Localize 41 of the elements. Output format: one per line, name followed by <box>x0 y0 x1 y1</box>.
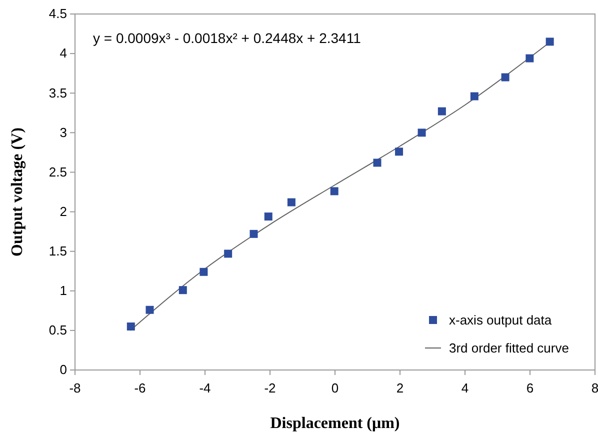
x-tick-label: -2 <box>264 380 276 396</box>
point <box>470 92 478 100</box>
point <box>438 107 446 116</box>
point <box>395 148 404 156</box>
y-tick-label: 0 <box>60 362 67 378</box>
y-tick-label: 4.5 <box>48 6 67 22</box>
point <box>200 268 208 276</box>
point <box>330 187 338 196</box>
point <box>264 212 272 221</box>
x-tick-label: 0 <box>331 380 339 396</box>
x-tick-label: 6 <box>526 380 534 396</box>
point <box>287 198 296 206</box>
x-tick-label: 2 <box>396 380 404 396</box>
point <box>526 54 534 62</box>
legend-label: 3rd order fitted curve <box>449 340 569 356</box>
point <box>224 250 232 258</box>
point <box>178 286 187 294</box>
y-tick-label: 0.5 <box>48 322 67 338</box>
x-tick-label: -6 <box>134 380 146 396</box>
point <box>250 230 258 238</box>
point <box>373 158 382 167</box>
y-tick-label: 2 <box>60 204 67 219</box>
x-tick-label: 8 <box>591 380 598 396</box>
x-tick-label: -4 <box>199 380 211 396</box>
y-tick-label: 1 <box>60 283 67 298</box>
x-tick-label: -8 <box>69 380 81 396</box>
point <box>126 322 135 330</box>
point <box>501 73 510 82</box>
legend-label: x-axis output data <box>449 312 552 328</box>
point <box>546 38 554 46</box>
x-tick-label: 4 <box>461 380 469 396</box>
y-axis-title: Output voltage (V) <box>9 128 26 256</box>
y-tick-label: 2.5 <box>48 164 67 180</box>
y-tick-label: 4 <box>60 46 67 61</box>
y-tick-label: 1.5 <box>48 243 67 258</box>
y-tick-label: 3 <box>60 124 67 140</box>
y-tick-label: 3.5 <box>48 85 67 100</box>
point <box>418 128 426 137</box>
point <box>146 306 154 314</box>
annotation: y = 0.0009x³ - 0.0018x² + 0.2448x + 2.3411 <box>93 30 362 46</box>
x-axis-title: Displacement (μm) <box>270 415 400 432</box>
